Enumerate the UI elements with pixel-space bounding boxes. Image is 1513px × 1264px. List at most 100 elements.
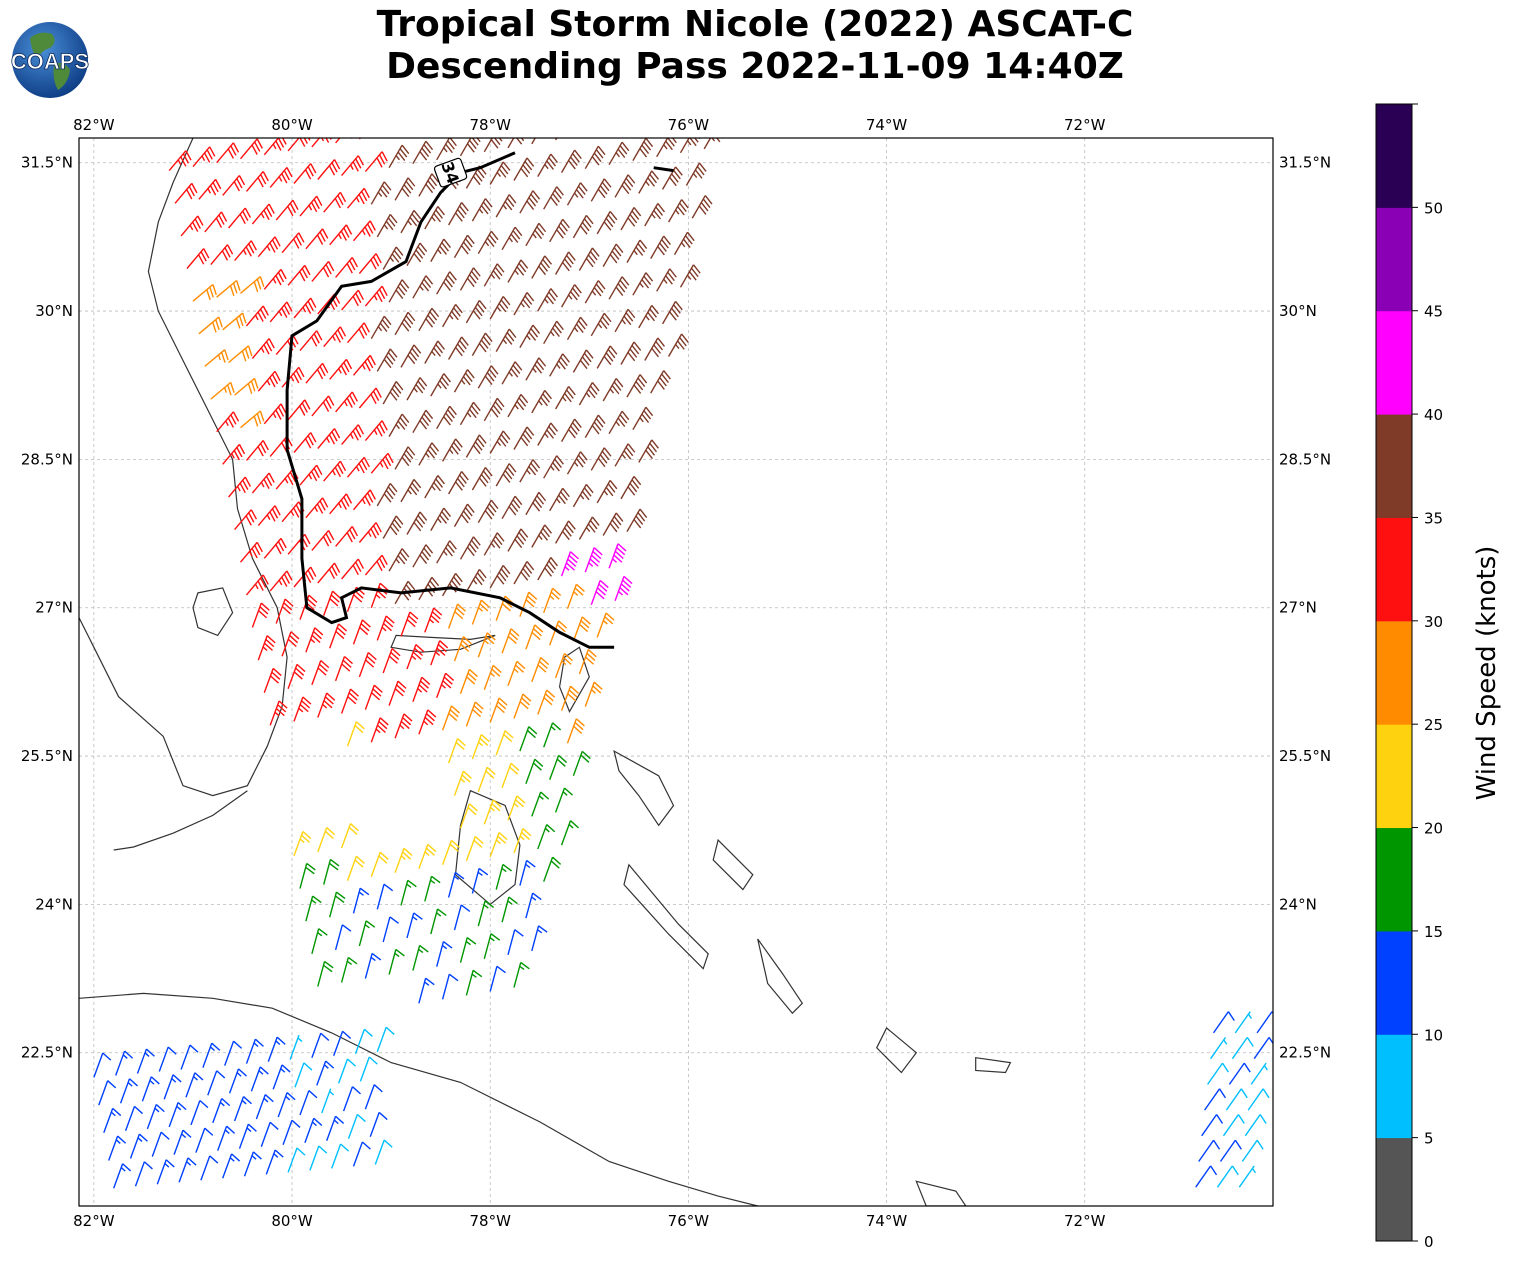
wind-barb [364,952,382,979]
wind-barb [311,928,328,954]
wind-barb [632,138,654,162]
wind-barb [376,1026,395,1052]
wind-barb [489,564,511,589]
wind-barb [465,969,483,996]
lon-tick-label: 82°W [73,1212,115,1230]
wind-barb [1207,1062,1229,1085]
wind-barb [661,300,683,325]
wind-barb [233,1096,252,1122]
wind-barb [311,659,330,686]
wind-barb [287,663,306,690]
wind-barb [667,333,689,357]
wind-barb [602,243,624,267]
lon-tick-label: 76°W [668,1212,710,1230]
wind-barb [436,941,453,967]
wind-barb [560,685,579,711]
wind-barb [543,320,564,345]
wind-barb [382,916,399,943]
wind-barb [418,977,435,1004]
wind-barb [495,463,517,487]
wind-barb [447,202,469,226]
wind-barb [311,530,335,551]
wind-barb [198,316,223,335]
wind-barb [333,1030,352,1056]
wind-barb [267,1036,286,1062]
wind-barb [376,883,394,910]
wind-barb [265,1149,284,1175]
wind-barb [370,452,394,474]
wind-barb [323,191,347,213]
colorbar-tick-label: 45 [1424,303,1443,321]
wind-barb [495,863,512,890]
wind-barb [424,875,441,902]
wind-barb [294,1062,313,1088]
wind-barb [447,738,466,764]
wind-barb [489,697,508,723]
wind-barb [1231,1037,1254,1060]
wind-barb [578,516,600,540]
wind-barb [136,1048,155,1074]
wind-barb [299,195,323,217]
wind-barb [240,276,265,294]
wind-barb [93,1052,112,1078]
wind-barb [245,171,269,192]
wind-barb [269,700,288,726]
wind-barb [447,471,469,495]
wind-barb [299,464,323,486]
wind-barb [638,439,660,463]
wind-barb [352,489,376,511]
wind-barb [520,56,542,84]
wind-barb [346,855,365,881]
wind-barb [691,195,713,219]
wind-barb [235,106,259,132]
wind-barb [113,1163,132,1189]
wind-barb [430,238,452,262]
wind-barbs [93,56,1273,1189]
wind-barb [299,862,316,889]
colorbar-segment [1376,414,1412,518]
wind-barb [1238,1165,1257,1188]
wind-barb [447,871,465,898]
wind-barb [269,167,293,188]
wind-barb [1253,1037,1273,1060]
wind-barb [495,328,517,352]
wind-barb [234,240,258,262]
wind-barb [394,177,416,201]
wind-barb [115,1050,134,1076]
wind-barb [459,536,481,560]
wind-barb [341,155,365,177]
wind-barb [376,348,398,372]
wind-barb [146,1103,165,1130]
wind-barb [614,174,636,198]
lat-tick-label: 28.5°N [21,450,73,468]
wind-barb [352,1141,371,1167]
wind-barb [388,279,410,303]
lat-tick-label: 22.5°N [21,1044,73,1062]
wind-barb [578,649,597,675]
wind-barb [525,222,547,247]
wind-barb [370,582,389,608]
wind-barb [471,198,493,222]
wind-barb [245,1038,264,1064]
wind-barb [263,403,287,425]
wind-barb [269,301,293,323]
wind-barb [287,138,311,152]
lat-tick-label: 25.5°N [21,747,73,765]
wind-barb [108,1135,127,1161]
wind-barb [323,326,347,348]
wind-barb [190,1099,209,1126]
wind-barb [299,330,323,352]
wind-barb [388,948,405,975]
wind-barb [198,178,222,200]
wind-barb [282,1119,301,1145]
wind-barb [238,1123,257,1149]
wind-barb [337,1058,356,1084]
wind-barb [364,151,388,173]
wind-barb [263,268,287,290]
title-line-2: Descending Pass 2022-11-09 14:40Z [386,46,1124,87]
wind-barb [431,105,453,133]
wind-barb [1244,1114,1267,1137]
wind-barb [525,892,542,919]
wind-barb [234,509,258,531]
